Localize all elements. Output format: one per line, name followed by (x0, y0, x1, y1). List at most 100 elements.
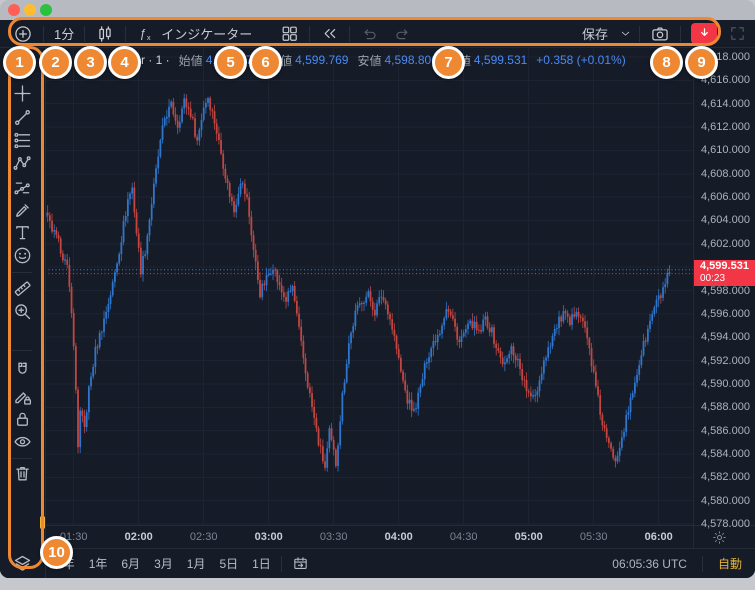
fib-lines-tool[interactable] (11, 129, 33, 151)
time-axis[interactable]: 01:30 02:00 02:30 03:00 03:30 04:00 04:30 05:00… (45, 525, 693, 549)
object-tree-tool[interactable] (11, 552, 33, 574)
time-tick: 04:00 (384, 531, 413, 543)
brush-tool[interactable] (11, 199, 33, 221)
time-tick: 02:30 (189, 531, 218, 543)
bottom-toolbar: 5年1年6月3月1月5日1日 06:05:36 UTC 自動 (0, 548, 755, 578)
xabcd-pattern-icon (12, 153, 33, 174)
price-tick: 4,594.000 (701, 331, 750, 344)
range-6月-button[interactable]: 6月 (121, 557, 141, 571)
candles-down-bodies (46, 98, 662, 468)
minimize-window-button[interactable] (24, 4, 36, 16)
download-button[interactable] (691, 23, 717, 44)
open-label: 始値 (178, 53, 203, 68)
go-to-date-button[interactable] (288, 553, 313, 574)
text-tool[interactable] (11, 221, 33, 243)
annotation-badge-3: 3 (74, 46, 107, 79)
save-label: 保存 (581, 27, 608, 42)
low-label: 安値 (357, 53, 382, 68)
bar-replay-button[interactable] (313, 20, 346, 47)
range-1月-button[interactable]: 1月 (186, 557, 206, 571)
close-window-button[interactable] (8, 4, 20, 16)
change-value: +0.358 (+0.01%) (536, 53, 626, 67)
toolbar-divider (125, 25, 127, 42)
interval-button[interactable]: 1分 (47, 20, 81, 47)
undo-button[interactable] (353, 20, 386, 47)
price-tick: 4,586.000 (701, 424, 750, 437)
download-arrow-icon (697, 26, 712, 41)
lock-all-tool[interactable] (11, 408, 33, 430)
zoom-window-button[interactable] (40, 4, 52, 16)
annotation-badge-2: 2 (39, 46, 72, 79)
screenshot-button[interactable] (643, 20, 677, 47)
zoom-in-icon (12, 301, 33, 322)
magnet-tool[interactable] (11, 359, 33, 381)
trend-line-tool[interactable] (11, 106, 33, 128)
sidebar-divider (12, 350, 32, 351)
toolbar-divider (309, 25, 311, 42)
remove-all-tool[interactable] (11, 462, 33, 484)
date-range-buttons: 5年1年6月3月1月5日1日 (52, 553, 275, 574)
range-1日-button[interactable]: 1日 (252, 557, 271, 571)
toolbar-divider (349, 25, 351, 42)
auto-scale-button[interactable]: 自動 (717, 557, 742, 571)
price-tick: 4,590.000 (701, 377, 750, 390)
price-tick: 4,616.000 (701, 74, 750, 87)
annotation-badge-8: 8 (650, 46, 683, 79)
candlestick-chart[interactable] (45, 48, 693, 525)
close-value: 4,599.531 (473, 53, 528, 67)
crosshair-tool[interactable] (11, 82, 33, 104)
price-tick: 4,588.000 (701, 401, 750, 414)
save-menu-button[interactable] (615, 20, 636, 47)
high-value: 4,599.769 (295, 53, 349, 67)
price-tick: 4,614.000 (701, 97, 750, 110)
price-tick: 4,592.000 (701, 354, 750, 367)
chart-style-button[interactable] (88, 20, 122, 47)
annotation-badge-7: 7 (432, 46, 465, 79)
symbol-name-fragment[interactable]: r · 1 · (141, 53, 170, 67)
price-tick: 4,584.000 (701, 447, 750, 460)
range-3月-button[interactable]: 3月 (154, 557, 173, 571)
emoji-tool[interactable] (11, 244, 33, 266)
range-5日-button[interactable]: 5日 (219, 557, 239, 571)
annotation-badge-1: 1 (3, 46, 36, 79)
zoom-in-tool[interactable] (11, 300, 33, 322)
axis-corner (693, 525, 755, 548)
redo-button[interactable] (386, 20, 419, 47)
indicators-label: インジケーター (161, 27, 253, 42)
gear-icon[interactable] (712, 530, 727, 545)
redo-icon (393, 24, 412, 43)
fullscreen-button[interactable] (724, 20, 751, 47)
fullscreen-icon (729, 25, 746, 42)
layout-grid-icon (280, 24, 299, 43)
plus-circle-icon (13, 24, 33, 44)
save-button[interactable]: 保存 (575, 20, 615, 47)
price-tick: 4,608.000 (701, 167, 750, 180)
xabcd-pattern-tool[interactable] (11, 152, 33, 174)
ruler-tool[interactable] (11, 277, 33, 299)
price-tick: 4,606.000 (701, 191, 750, 204)
chart-grid (45, 48, 693, 525)
session-clock[interactable]: 06:05:36 UTC (612, 556, 687, 571)
candles-icon (95, 24, 115, 44)
toolbar-divider (680, 25, 681, 42)
price-tick: 4,602.000 (701, 237, 750, 250)
text-icon (12, 222, 33, 243)
time-tick: 05:30 (579, 531, 608, 543)
toolbar-divider (639, 25, 640, 42)
low-value: 4,598.806 (384, 53, 438, 67)
layout-grid-button[interactable] (273, 20, 306, 47)
forecast-tool[interactable] (11, 176, 33, 198)
ruler-icon (12, 278, 33, 299)
range-1年-button[interactable]: 1年 (88, 557, 108, 571)
drawing-toolbar (0, 48, 46, 578)
hide-all-tool[interactable] (11, 430, 33, 452)
time-tick: 03:00 (254, 531, 283, 543)
annotation-badge-6: 6 (249, 46, 282, 79)
replay-icon (320, 24, 339, 43)
drawing-lock-tool[interactable] (11, 385, 33, 407)
symbol-search-button[interactable] (6, 20, 40, 47)
price-axis[interactable]: 4,618.000 4,616.000 4,614.000 4,612.000 4,61… (693, 48, 755, 530)
